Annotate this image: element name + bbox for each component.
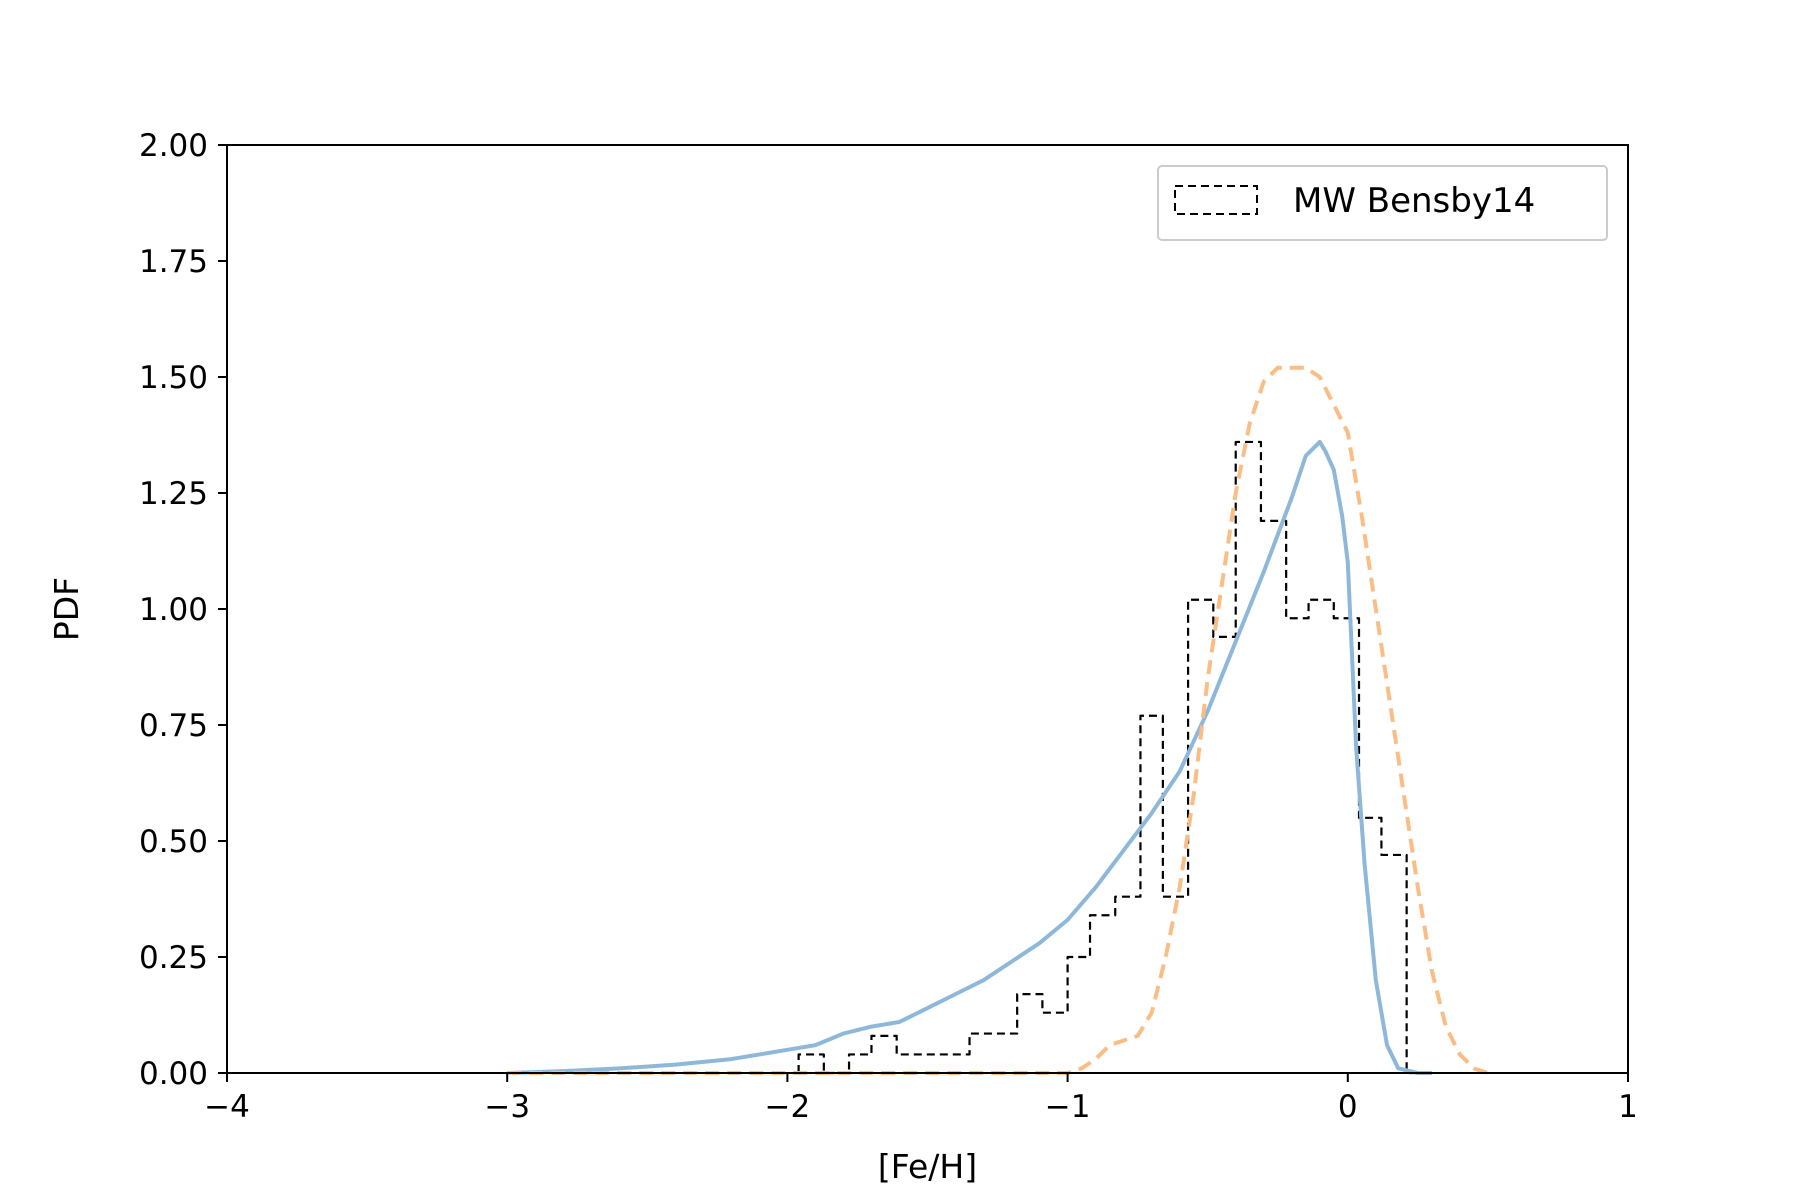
series-layer	[507, 365, 1489, 1075]
y-tick-label: 1.00	[139, 592, 208, 628]
y-tick-label: 1.50	[139, 360, 208, 396]
x-tick-label: −1	[1045, 1089, 1091, 1125]
plot-frame	[226, 144, 1629, 1074]
x-tick-label: −3	[484, 1089, 530, 1125]
series-line-2	[507, 365, 1489, 1075]
x-tick-label: −4	[204, 1089, 250, 1125]
x-tick-label: −2	[765, 1089, 811, 1125]
legend-box	[1157, 165, 1608, 241]
y-tick-label: 2.00	[139, 128, 208, 164]
y-tick-label: 0.25	[139, 940, 208, 976]
x-axis-label: [Fe/H]	[878, 1147, 977, 1186]
x-tick-label: 1	[1618, 1089, 1638, 1125]
x-axis: −4 −3 −2 −1 0 1	[204, 1073, 1638, 1125]
legend: MW Bensby14	[1157, 165, 1608, 241]
legend-label: MW Bensby14	[1293, 181, 1535, 221]
y-tick-label: 0.75	[139, 708, 208, 744]
series-histogram	[797, 440, 1430, 1075]
x-tick-label: 0	[1338, 1089, 1358, 1125]
series-line-1	[507, 439, 1432, 1075]
y-tick-label: 0.50	[139, 824, 208, 860]
y-tick-label: 1.25	[139, 476, 208, 512]
y-tick-label: 0.00	[139, 1056, 208, 1092]
y-tick-label: 1.75	[139, 244, 208, 280]
legend-swatch	[1174, 185, 1258, 215]
y-axis: 0.00 0.25 0.50 0.75 1.00 1.25 1.50 1.75 2.00	[139, 128, 227, 1092]
y-axis-label: PDF	[47, 577, 86, 641]
